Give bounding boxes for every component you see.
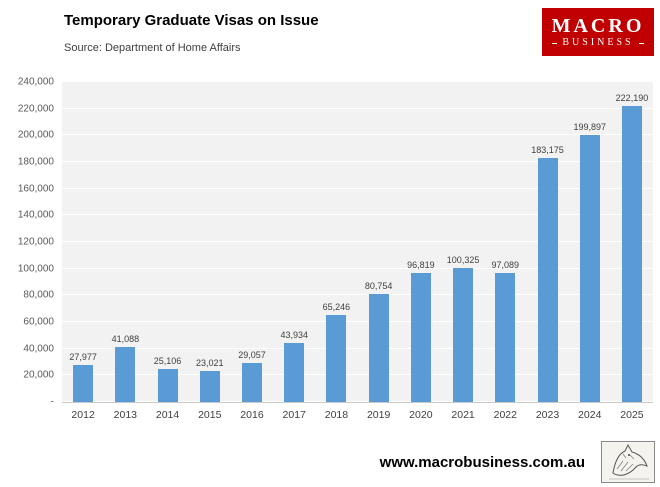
x-tick-label: 2013	[113, 409, 137, 421]
bar-slot: 41,088	[104, 82, 146, 402]
bar-2022	[495, 272, 516, 402]
bar-value-label: 96,819	[407, 259, 435, 270]
bar-value-label: 27,977	[69, 351, 97, 362]
bar-value-label: 41,088	[111, 334, 140, 345]
x-tick-label: 2012	[71, 409, 95, 421]
x-tick-label: 2023	[535, 409, 560, 421]
bar-slot: 222,190	[611, 82, 653, 402]
wolf-logo	[601, 441, 655, 483]
bar-2020	[410, 272, 431, 402]
y-tick-label: 20,000	[23, 369, 54, 381]
gridline	[62, 294, 653, 296]
bar-2016	[241, 363, 262, 402]
x-tick-label: 2016	[240, 409, 264, 421]
x-tick-label: 2021	[451, 409, 475, 421]
bar-value-label: 80,754	[364, 281, 393, 292]
bar-slot: 25,106	[146, 82, 188, 402]
y-tick-label: 240,000	[17, 76, 54, 88]
gridline	[62, 107, 653, 109]
bar-2024	[579, 135, 600, 402]
bar-chart: - 20,000 40,000 60,000 80,000 100,000 120,000 1…	[18, 77, 653, 408]
gridline	[62, 374, 653, 376]
bar-2015	[199, 371, 220, 402]
gridline	[62, 187, 653, 189]
y-tick-label: 180,000	[17, 156, 54, 168]
wolf-logo-image	[601, 441, 655, 483]
y-tick-label: -	[50, 396, 54, 408]
bar-slot: 43,934	[273, 82, 315, 402]
x-tick-label: 2018	[324, 409, 349, 421]
y-tick-label: 120,000	[17, 236, 54, 248]
bar-slot: 96,819	[400, 82, 442, 402]
x-tick-label: 2019	[366, 409, 391, 421]
bars-container: 27,977 41,088 25,106 23,021 29,057 43,934 65,2…	[62, 82, 653, 402]
gridline	[62, 321, 653, 322]
bar-2018	[326, 315, 347, 402]
logo-text-business: BUSINESS	[562, 37, 634, 48]
x-axis: 2012 2013 2014 2015 2016 2017 2018 2019 2020 2021…	[62, 409, 653, 425]
bar-2017	[284, 343, 305, 402]
gridline	[62, 214, 653, 216]
bar-slot: 27,977	[62, 82, 104, 402]
bar-2014	[157, 368, 178, 402]
bar-slot: 65,246	[315, 82, 357, 402]
bar-slot: 29,057	[231, 82, 273, 402]
bar-slot: 100,325	[442, 82, 484, 402]
gridline	[62, 347, 653, 349]
y-tick-label: 40,000	[23, 343, 54, 355]
bar-value-label: 29,057	[238, 350, 266, 361]
logo-rule-right	[638, 42, 644, 44]
bar-2023	[537, 157, 558, 402]
bar-value-label: 97,089	[491, 259, 520, 270]
bar-value-label: 23,021	[196, 358, 224, 369]
plot-area: - 20,000 40,000 60,000 80,000 100,000 120,000 1…	[18, 77, 653, 408]
macrobusiness-logo: MACRO BUSINESS	[542, 8, 654, 56]
bar-value-label: 100,325	[446, 255, 480, 266]
gridline	[62, 81, 653, 82]
gridline	[62, 267, 653, 269]
bar-slot: 80,754	[358, 82, 400, 402]
x-tick-label: 2022	[493, 409, 517, 421]
page-title: Temporary Graduate Visas on Issue	[64, 12, 319, 29]
logo-text-macro: MACRO	[551, 15, 645, 37]
y-tick-label: 200,000	[17, 129, 54, 141]
y-tick-label: 220,000	[17, 103, 54, 115]
bar-value-label: 25,106	[153, 355, 182, 366]
bar-2025	[621, 105, 642, 402]
bar-value-label: 183,175	[531, 144, 564, 155]
y-tick-label: 60,000	[23, 316, 54, 328]
logo-text-business-row: BUSINESS	[552, 38, 644, 48]
bar-value-label: 222,190	[615, 92, 649, 103]
bar-value-label: 65,246	[322, 302, 351, 313]
bar-2021	[453, 268, 474, 402]
bar-value-label: 199,897	[573, 122, 606, 133]
bar-2013	[115, 347, 136, 402]
footer: www.macrobusiness.com.au	[0, 439, 660, 485]
bar-2012	[73, 364, 94, 402]
bar-slot: 199,897	[569, 82, 611, 402]
x-tick-label: 2025	[620, 409, 644, 421]
x-tick-label: 2020	[409, 409, 433, 421]
gridline	[62, 241, 653, 242]
x-tick-label: 2017	[282, 409, 306, 421]
bar-slot: 23,021	[189, 82, 231, 402]
logo-rule-left	[552, 42, 558, 44]
footer-url[interactable]: www.macrobusiness.com.au	[379, 453, 585, 471]
gridline	[62, 161, 653, 162]
chart-source: Source: Department of Home Affairs	[64, 42, 241, 54]
bar-value-label: 43,934	[280, 330, 308, 341]
x-tick-label: 2024	[578, 409, 602, 421]
y-tick-label: 100,000	[17, 263, 54, 275]
y-tick-label: 80,000	[23, 289, 54, 301]
y-tick-label: 140,000	[17, 209, 54, 221]
bar-2019	[368, 294, 389, 402]
x-tick-label: 2015	[198, 409, 222, 421]
gridline	[62, 401, 653, 402]
bar-slot: 97,089	[484, 82, 526, 402]
y-tick-label: 160,000	[17, 183, 54, 195]
gridline	[62, 134, 653, 136]
x-tick-label: 2014	[155, 409, 180, 421]
bar-slot: 183,175	[526, 82, 568, 402]
